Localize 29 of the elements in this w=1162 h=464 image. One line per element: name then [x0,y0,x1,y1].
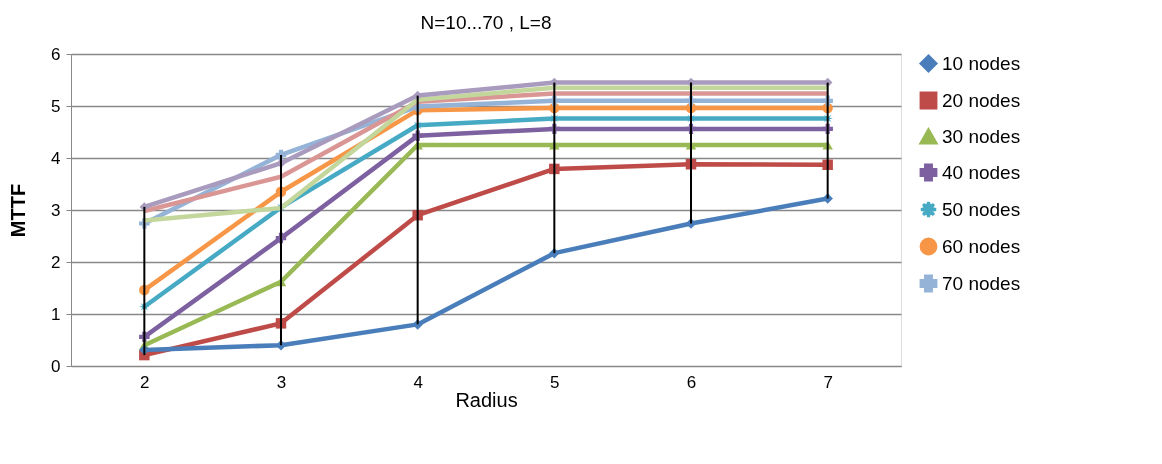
legend-label: 30 nodes [942,125,1021,147]
y-axis-title: MTTF [7,183,30,238]
bar [280,154,282,346]
legend-label: 40 nodes [942,161,1021,183]
legend-label: 60 nodes [942,235,1021,257]
y-tick-label: 0 [51,356,61,376]
legend-label: 50 nodes [942,198,1021,220]
bar [553,82,556,254]
bar [826,82,829,199]
y-tick-label: 3 [51,200,61,220]
y-tick-label: 6 [51,44,61,64]
legend-label: 70 nodes [942,272,1021,294]
x-tick-label: 2 [140,372,150,392]
y-tick-label: 5 [51,96,61,116]
bar [690,82,692,224]
y-tick-label: 1 [51,304,61,324]
x-tick-label: 4 [413,372,423,392]
x-axis-title: Radius [455,388,518,411]
legend-label: 20 nodes [942,89,1021,111]
x-tick-label: 5 [550,372,560,392]
chart-title: N=10...70 , L=8 [420,12,552,33]
x-tick-label: 7 [823,372,833,392]
y-tick-label: 2 [51,252,61,272]
x-tick-label: 6 [686,372,697,392]
legend-label: 10 nodes [942,52,1021,74]
bar [416,95,419,325]
y-tick-label: 4 [51,148,61,168]
bar [143,206,146,356]
x-tick-label: 3 [276,372,287,392]
